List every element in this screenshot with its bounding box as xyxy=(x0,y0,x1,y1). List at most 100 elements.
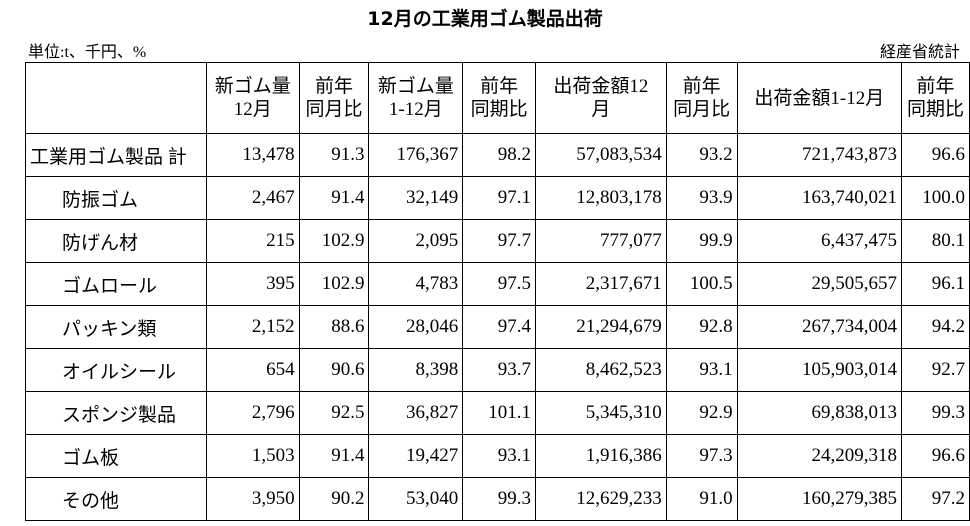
header-cell: 前年 同月比 xyxy=(298,62,370,134)
table-row: オイルシール 654 90.6 8,398 93.7 8,462,523 93.1 105,9… xyxy=(25,348,970,392)
header-cell: 出荷金額12 月 xyxy=(535,62,667,134)
value-cell: 96.1 xyxy=(901,262,970,306)
value-cell: 97.5 xyxy=(462,262,537,306)
value-cell: 19,427 xyxy=(368,434,464,478)
value-cell: 97.4 xyxy=(462,305,537,349)
value-cell: 1,503 xyxy=(205,434,300,478)
table-row: 防振ゴム 2,467 91.4 32,149 97.1 12,803,178 93.9 163… xyxy=(25,176,970,220)
value-cell: 777,077 xyxy=(535,219,667,263)
table-row: 工業用ゴム製品 計 13,478 91.3 176,367 98.2 57,083,534… xyxy=(25,133,970,177)
value-cell: 90.2 xyxy=(298,477,370,521)
value-cell: 93.1 xyxy=(665,348,738,392)
value-cell: 96.6 xyxy=(901,434,970,478)
value-cell: 654 xyxy=(205,348,300,392)
value-cell: 24,209,318 xyxy=(736,434,903,478)
value-cell: 92.8 xyxy=(665,305,738,349)
value-cell: 102.9 xyxy=(298,262,370,306)
value-cell: 80.1 xyxy=(901,219,970,263)
value-cell: 93.7 xyxy=(462,348,537,392)
title: 12月の工業用ゴム製品出荷 xyxy=(367,8,603,30)
value-cell: 97.2 xyxy=(901,477,970,521)
value-cell: 12,629,233 xyxy=(535,477,667,521)
row-label: 防げん材 xyxy=(25,219,207,263)
table-row: ゴムロール 395 102.9 4,783 97.5 2,317,671 100.5 29,5… xyxy=(25,262,970,306)
value-cell: 215 xyxy=(205,219,300,263)
value-cell: 32,149 xyxy=(368,176,464,220)
header-row: 新ゴム量 12月 前年 同月比 新ゴム量 1-12月 前年 同期比 出荷金額12 月前年… xyxy=(25,62,970,134)
value-cell: 100.0 xyxy=(901,176,970,220)
value-cell: 2,796 xyxy=(205,391,300,435)
value-cell: 2,467 xyxy=(205,176,300,220)
value-cell: 91.3 xyxy=(298,133,370,177)
table-row: その他 3,950 90.2 53,040 99.3 12,629,233 91.0 160,… xyxy=(25,477,970,521)
value-cell: 53,040 xyxy=(368,477,464,521)
value-cell: 21,294,679 xyxy=(535,305,667,349)
row-label: ゴム板 xyxy=(25,434,207,478)
value-cell: 91.4 xyxy=(298,176,370,220)
value-cell: 13,478 xyxy=(205,133,300,177)
value-cell: 160,279,385 xyxy=(736,477,903,521)
row-label: スポンジ製品 xyxy=(25,391,207,435)
value-cell: 163,740,021 xyxy=(736,176,903,220)
value-cell: 2,095 xyxy=(368,219,464,263)
value-cell: 12,803,178 xyxy=(535,176,667,220)
value-cell: 4,783 xyxy=(368,262,464,306)
value-cell: 2,317,671 xyxy=(535,262,667,306)
value-cell: 97.7 xyxy=(462,219,537,263)
value-cell: 1,916,386 xyxy=(535,434,667,478)
value-cell: 92.7 xyxy=(901,348,970,392)
value-cell: 721,743,873 xyxy=(736,133,903,177)
header-cell: 前年 同期比 xyxy=(462,62,537,134)
value-cell: 176,367 xyxy=(368,133,464,177)
table-row: パッキン類 2,152 88.6 28,046 97.4 21,294,679 92.8 26… xyxy=(25,305,970,349)
value-cell: 93.9 xyxy=(665,176,738,220)
value-cell: 395 xyxy=(205,262,300,306)
value-cell: 93.2 xyxy=(665,133,738,177)
row-label: オイルシール xyxy=(25,348,207,392)
source-note: 経産省統計 xyxy=(879,44,960,61)
header-cell: 出荷金額1-12月 xyxy=(736,62,903,134)
value-cell: 99.9 xyxy=(665,219,738,263)
value-cell: 69,838,013 xyxy=(736,391,903,435)
header-cell: 新ゴム量 12月 xyxy=(205,62,300,134)
value-cell: 28,046 xyxy=(368,305,464,349)
value-cell: 2,152 xyxy=(205,305,300,349)
value-cell: 97.1 xyxy=(462,176,537,220)
value-cell: 102.9 xyxy=(298,219,370,263)
value-cell: 97.3 xyxy=(665,434,738,478)
value-cell: 88.6 xyxy=(298,305,370,349)
value-cell: 96.6 xyxy=(901,133,970,177)
value-cell: 5,345,310 xyxy=(535,391,667,435)
header-cell xyxy=(25,62,207,134)
value-cell: 92.9 xyxy=(665,391,738,435)
table-row: スポンジ製品 2,796 92.5 36,827 101.1 5,345,310 92.9 6… xyxy=(25,391,970,435)
header-cell: 前年 同月比 xyxy=(665,62,738,134)
value-cell: 57,083,534 xyxy=(535,133,667,177)
value-cell: 267,734,004 xyxy=(736,305,903,349)
value-cell: 100.5 xyxy=(665,262,738,306)
value-cell: 6,437,475 xyxy=(736,219,903,263)
row-label: その他 xyxy=(25,477,207,521)
value-cell: 8,398 xyxy=(368,348,464,392)
value-cell: 101.1 xyxy=(462,391,537,435)
value-cell: 91.0 xyxy=(665,477,738,521)
row-label: 工業用ゴム製品 計 xyxy=(25,133,207,177)
value-cell: 29,505,657 xyxy=(736,262,903,306)
value-cell: 105,903,014 xyxy=(736,348,903,392)
value-cell: 98.2 xyxy=(462,133,537,177)
row-label: 防振ゴム xyxy=(25,176,207,220)
header-cell: 新ゴム量 1-12月 xyxy=(368,62,464,134)
value-cell: 91.4 xyxy=(298,434,370,478)
row-label: パッキン類 xyxy=(25,305,207,349)
header-cell: 前年 同期比 xyxy=(901,62,970,134)
table-row: ゴム板 1,503 91.4 19,427 93.1 1,916,386 97.3 24,20… xyxy=(25,434,970,478)
value-cell: 36,827 xyxy=(368,391,464,435)
value-cell: 90.6 xyxy=(298,348,370,392)
data-table: 新ゴム量 12月 前年 同月比 新ゴム量 1-12月 前年 同期比 出荷金額12 月前年… xyxy=(25,62,970,521)
value-cell: 92.5 xyxy=(298,391,370,435)
value-cell: 99.3 xyxy=(901,391,970,435)
value-cell: 99.3 xyxy=(462,477,537,521)
row-label: ゴムロール xyxy=(25,262,207,306)
value-cell: 94.2 xyxy=(901,305,970,349)
